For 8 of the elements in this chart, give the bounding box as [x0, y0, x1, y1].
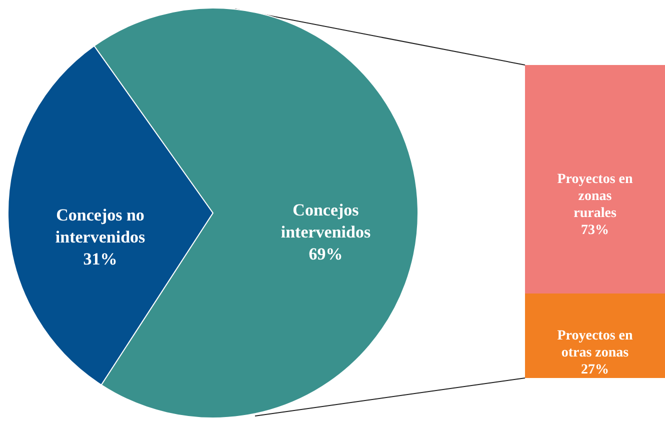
slice-label: Concejos intervenidos [280, 200, 371, 242]
slice-label: Concejos no intervenidos [55, 205, 146, 246]
data-label: 69% [308, 244, 343, 264]
series-label: Proyectos en otras zonas [557, 328, 633, 361]
data-label: 31% [83, 249, 118, 268]
data-label: 73% [581, 223, 609, 238]
data-label: 27% [581, 362, 609, 378]
series-label: Proyectos en zonas rurales [557, 172, 633, 222]
